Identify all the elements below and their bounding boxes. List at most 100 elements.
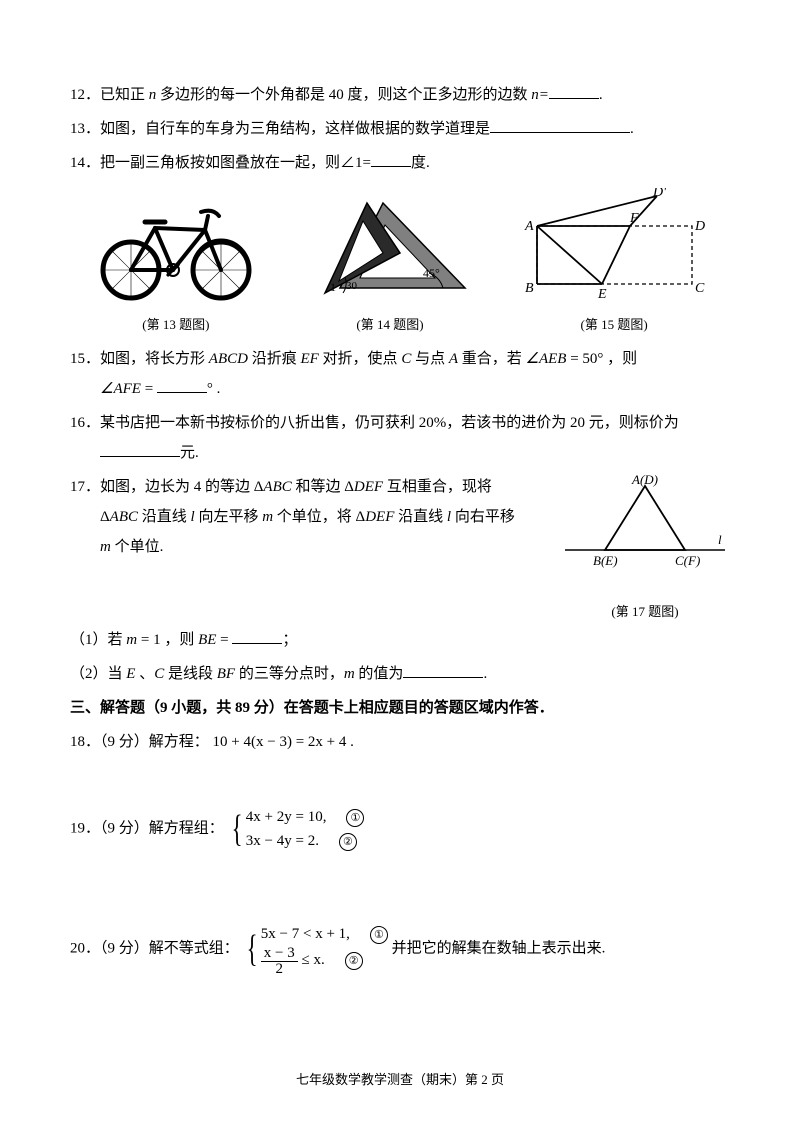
caption: (第 14 题图) bbox=[305, 312, 475, 338]
svg-text:B(E): B(E) bbox=[593, 553, 618, 568]
question-19: 19．（9 分）解方程组： { 4x + 2y = 10,① 3x − 4y =… bbox=[70, 791, 730, 867]
text: 多边形的每一个外角都是 40 度，则这个正多边形的边数 bbox=[156, 87, 531, 103]
qnum: 20． bbox=[70, 940, 100, 956]
question-14: 14．把一副三角板按如图叠放在一起，则∠1=度. bbox=[70, 148, 730, 178]
page-footer: 七年级数学教学测查（期末）第 2 页 bbox=[70, 1067, 730, 1093]
qnum: 16． bbox=[70, 415, 100, 431]
qnum: 17． bbox=[70, 479, 100, 495]
period: . bbox=[599, 87, 603, 103]
period: . bbox=[346, 734, 354, 750]
text: 个单位，将 Δ bbox=[273, 509, 365, 525]
label: （2）当 bbox=[70, 666, 126, 682]
unit: 元. bbox=[180, 445, 199, 461]
def2: DEF bbox=[365, 509, 394, 525]
line3: m 个单位. bbox=[70, 539, 163, 555]
question-20: 20．（9 分）解不等式组： { 5x − 7 < x + 1,① x − 3 … bbox=[70, 911, 730, 987]
blank bbox=[157, 377, 207, 393]
text: 的值为 bbox=[355, 666, 404, 682]
a: A bbox=[449, 351, 458, 367]
brace-icon: { bbox=[246, 911, 257, 987]
qnum: 18． bbox=[70, 734, 100, 750]
text: 重合，若 bbox=[458, 351, 526, 367]
text: 度. bbox=[411, 155, 430, 171]
equation: 10 + 4(x − 3) = 2x + 4 bbox=[213, 734, 347, 750]
qnum: 15． bbox=[70, 351, 100, 367]
question-16: 16．某书店把一本新书按标价的八折出售，仍可获利 20%，若该书的进价为 20 … bbox=[70, 408, 730, 468]
eq-lines: 4x + 2y = 10,① 3x − 4y = 2.② bbox=[246, 805, 365, 853]
fraction: x − 3 2 bbox=[261, 946, 298, 977]
numerator: x − 3 bbox=[261, 946, 298, 962]
qnum: 19． bbox=[70, 820, 100, 836]
text: 是线段 bbox=[164, 666, 217, 682]
indent: ∠AFE = ° . bbox=[70, 381, 220, 397]
blank bbox=[549, 83, 599, 99]
qnum: 12． bbox=[70, 87, 100, 103]
blank bbox=[232, 628, 282, 644]
label: （1）若 bbox=[70, 632, 126, 648]
m: m bbox=[126, 632, 137, 648]
circled-2: ② bbox=[345, 952, 363, 970]
m: m bbox=[262, 509, 273, 525]
text: 如图，将长方形 bbox=[100, 351, 209, 367]
c: C bbox=[401, 351, 411, 367]
question-17-2: （2）当 E 、C 是线段 BF 的三等分点时，m 的值为. bbox=[70, 659, 730, 689]
text: 与点 bbox=[411, 351, 449, 367]
tail-text: 并把它的解集在数轴上表示出来. bbox=[392, 940, 606, 956]
equation-system: { 4x + 2y = 10,① 3x − 4y = 2.② bbox=[228, 791, 365, 867]
brace-icon: { bbox=[231, 791, 242, 867]
qnum: 14． bbox=[70, 155, 100, 171]
blank bbox=[490, 117, 630, 133]
set-square-icon: 45° 30 1 bbox=[305, 193, 475, 303]
ef: EF bbox=[300, 351, 318, 367]
semi: ； bbox=[282, 632, 297, 648]
line2: ΔABC 沿直线 l 向左平移 m 个单位，将 ΔDEF 沿直线 l 向右平移 bbox=[70, 509, 515, 525]
text: 和等边 Δ bbox=[292, 479, 354, 495]
text: 个单位. bbox=[111, 539, 164, 555]
m: m bbox=[344, 666, 355, 682]
text: = 50° ，则 bbox=[566, 351, 637, 367]
text: 某书店把一本新书按标价的八折出售，仍可获利 20%，若该书的进价为 20 元，则… bbox=[100, 415, 679, 431]
sep: 、 bbox=[135, 666, 154, 682]
m2: m bbox=[100, 539, 111, 555]
svg-text:D: D bbox=[694, 219, 705, 234]
svg-text:C(F): C(F) bbox=[675, 553, 700, 568]
angle-afe: ∠AFE bbox=[100, 381, 141, 397]
question-15: 15．如图，将长方形 ABCD 沿折痕 EF 对折，使点 C 与点 A 重合，若… bbox=[70, 344, 730, 404]
text: 向右平移 bbox=[451, 509, 515, 525]
eq-line-2: x − 3 2 ≤ x.② bbox=[261, 952, 363, 968]
figure-14: 45° 30 1 (第 14 题图) bbox=[305, 193, 475, 338]
text: 已知正 bbox=[100, 87, 149, 103]
eq-lines: 5x − 7 < x + 1,① x − 3 2 ≤ x.② bbox=[261, 922, 388, 977]
eq-line-2: 3x − 4y = 2.② bbox=[246, 833, 357, 849]
period: . bbox=[630, 121, 634, 137]
svg-text:E: E bbox=[597, 287, 607, 302]
pts: （9 分）解方程组： bbox=[100, 820, 224, 836]
text: 向左平移 bbox=[195, 509, 263, 525]
question-18: 18．（9 分）解方程： 10 + 4(x − 3) = 2x + 4 . bbox=[70, 727, 730, 757]
svg-text:l: l bbox=[718, 532, 722, 547]
text: 把一副三角板按如图叠放在一起，则 bbox=[100, 155, 340, 171]
denominator: 2 bbox=[261, 962, 298, 977]
indent: 元. bbox=[70, 445, 199, 461]
def: DEF bbox=[354, 479, 383, 495]
bicycle-icon bbox=[93, 198, 258, 303]
circled-1: ① bbox=[370, 926, 388, 944]
eq: = bbox=[141, 381, 157, 397]
qnum: 13． bbox=[70, 121, 100, 137]
caption: (第 13 题图) bbox=[93, 312, 258, 338]
n-equals: n= bbox=[531, 87, 549, 103]
eq: = bbox=[216, 632, 232, 648]
text: 对折，使点 bbox=[319, 351, 402, 367]
label-30: 30 bbox=[346, 280, 358, 292]
pts: （9 分）解方程： bbox=[100, 734, 213, 750]
abc2: ABC bbox=[110, 509, 138, 525]
text: 沿直线 bbox=[394, 509, 447, 525]
figure-13: (第 13 题图) bbox=[93, 198, 258, 338]
question-13: 13．如图，自行车的车身为三角结构，这样做根据的数学道理是. bbox=[70, 114, 730, 144]
svg-text:B: B bbox=[525, 281, 534, 296]
label-1: 1 bbox=[330, 280, 336, 294]
question-12: 12．已知正 n 多边形的每一个外角都是 40 度，则这个正多边形的边数 n=. bbox=[70, 80, 730, 110]
label-45: 45° bbox=[423, 266, 440, 280]
be: BE bbox=[198, 632, 216, 648]
svg-text:D': D' bbox=[652, 188, 667, 200]
